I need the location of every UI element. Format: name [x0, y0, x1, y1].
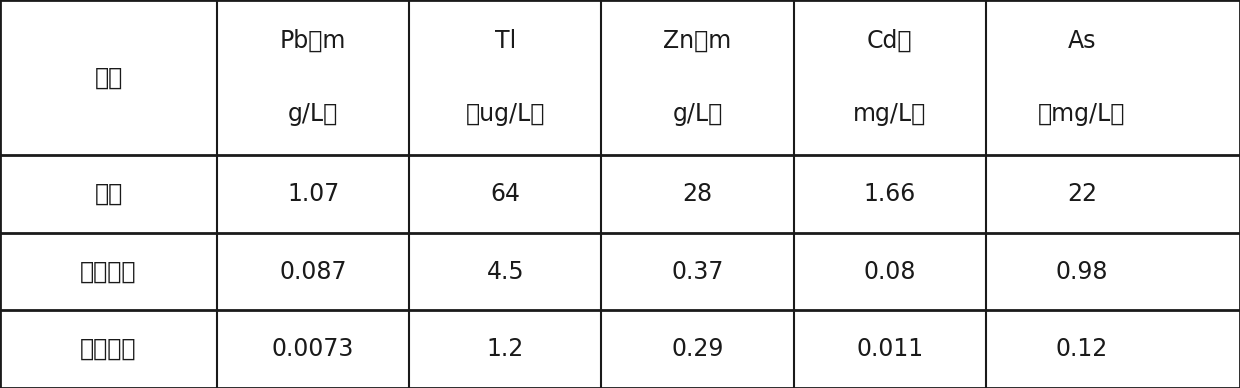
Text: 0.087: 0.087 — [279, 260, 347, 284]
Text: 0.98: 0.98 — [1055, 260, 1109, 284]
Text: g/L）: g/L） — [672, 102, 723, 126]
Text: As: As — [1068, 29, 1096, 53]
Text: 0.011: 0.011 — [856, 337, 924, 361]
Text: 元素: 元素 — [94, 66, 123, 90]
Text: 0.29: 0.29 — [671, 337, 724, 361]
Text: Cd（: Cd（ — [867, 29, 913, 53]
Text: 1.66: 1.66 — [863, 182, 916, 206]
Text: mg/L）: mg/L） — [853, 102, 926, 126]
Text: 4.5: 4.5 — [486, 260, 525, 284]
Text: （ug/L）: （ug/L） — [465, 102, 546, 126]
Text: 28: 28 — [682, 182, 713, 206]
Text: Tl: Tl — [495, 29, 516, 53]
Text: 0.37: 0.37 — [671, 260, 724, 284]
Text: Pb（m: Pb（m — [280, 29, 346, 53]
Text: 1.2: 1.2 — [486, 337, 525, 361]
Text: 二段处理: 二段处理 — [81, 337, 136, 361]
Text: Zn（m: Zn（m — [663, 29, 732, 53]
Text: （mg/L）: （mg/L） — [1038, 102, 1126, 126]
Text: 一段处理: 一段处理 — [81, 260, 136, 284]
Text: 22: 22 — [1066, 182, 1097, 206]
Text: 原水: 原水 — [94, 182, 123, 206]
Text: 64: 64 — [490, 182, 521, 206]
Text: 0.08: 0.08 — [863, 260, 916, 284]
Text: 1.07: 1.07 — [286, 182, 340, 206]
Text: 0.0073: 0.0073 — [272, 337, 355, 361]
Text: 0.12: 0.12 — [1055, 337, 1109, 361]
Text: g/L）: g/L） — [288, 102, 339, 126]
